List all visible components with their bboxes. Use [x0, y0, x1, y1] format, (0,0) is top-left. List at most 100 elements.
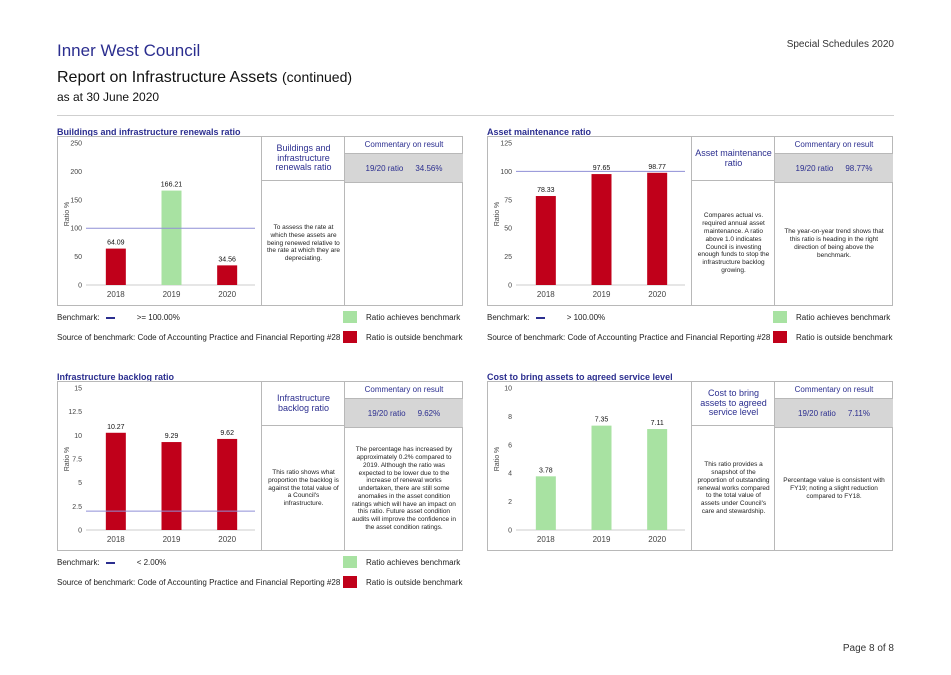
- report-title-text: Report on Infrastructure Assets: [57, 69, 278, 86]
- legend-outside: Ratio is outside benchmark: [366, 578, 463, 587]
- panel-box: 0 2 4 6 8 10 Ratio % 3.78 2018 7.35 2019 7.11 2020 C…: [487, 381, 893, 551]
- panel-asset-maintenance: Asset maintenance ratio 0 25 50 75 100 125 Rat…: [487, 127, 893, 352]
- council-name: Inner West Council: [57, 41, 201, 60]
- x-tick-label: 2018: [537, 535, 555, 544]
- panel-cost-to-bring-assets: Cost to bring assets to agreed service l…: [487, 372, 893, 597]
- data-label: 3.78: [539, 467, 553, 474]
- bar-2018: [535, 196, 556, 285]
- legend-outside: Ratio is outside benchmark: [366, 333, 463, 342]
- ratio-name: Asset maintenance ratio: [692, 137, 775, 181]
- chart-area: 0 2.5 5 7.5 10 12.5 15 Ratio % 10.27 2018 9.29 2019…: [58, 382, 261, 550]
- panel-title: Infrastructure backlog ratio: [57, 372, 175, 382]
- ratio-name: Buildings and infrastructure renewals ra…: [262, 137, 345, 181]
- benchmark-source: Source of benchmark: Code of Accounting …: [57, 333, 341, 342]
- data-label: 9.62: [220, 430, 234, 437]
- y-tick-label: 2.5: [72, 504, 82, 511]
- y-tick-label: 0: [508, 283, 512, 290]
- bar-2020: [217, 438, 238, 530]
- achieves-swatch-icon: [773, 311, 787, 323]
- panel-title: Buildings and infrastructure renewals ra…: [57, 127, 241, 137]
- benchmark-line-icon: [535, 316, 545, 319]
- commentary-box: Commentary on result 19/20 ratio 9.62% Th…: [344, 382, 463, 550]
- panel-title: Cost to bring assets to agreed service l…: [487, 372, 673, 382]
- ratio-name: Cost to bring assets to agreed service l…: [692, 382, 775, 426]
- page-number: Page 8 of 8: [842, 643, 894, 654]
- special-schedules-label: Special Schedules 2020: [786, 39, 894, 50]
- x-tick-label: 2020: [648, 535, 666, 544]
- chart-area: 0 2 4 6 8 10 Ratio % 3.78 2018 7.35 2019 7.11 2020: [488, 382, 691, 550]
- benchmark-line-icon: [105, 561, 115, 564]
- y-tick-label: 15: [74, 386, 82, 393]
- x-tick-label: 2018: [107, 535, 125, 544]
- result-value-bar: 19/20 ratio 7.11%: [775, 398, 893, 428]
- report-title-suffix: (continued): [282, 69, 353, 85]
- benchmark-label: Benchmark:: [57, 313, 100, 322]
- y-tick-label: 12.5: [68, 409, 82, 416]
- commentary-text: The percentage has increased by approxim…: [351, 446, 457, 532]
- chart-area: 0 50 100 150 200 250 Ratio % 64.09 2018 166.21 201…: [58, 137, 261, 305]
- ratio-info: Infrastructure backlog ratio This ratio …: [261, 382, 345, 550]
- legend-outside: Ratio is outside benchmark: [796, 333, 893, 342]
- data-label: 98.77: [648, 164, 666, 171]
- result-value-bar: 19/20 ratio 9.62%: [345, 398, 463, 428]
- y-axis-label: Ratio %: [64, 202, 71, 227]
- y-tick-label: 2: [508, 499, 512, 506]
- data-label: 7.35: [595, 417, 609, 424]
- header-divider: [57, 115, 894, 116]
- outside-swatch-icon: [773, 331, 787, 343]
- result-value: 9.62%: [417, 408, 441, 418]
- benchmark-legend: Benchmark: >= 100.00%: [57, 313, 180, 322]
- y-axis-label: Ratio %: [64, 447, 71, 472]
- benchmark-line-icon: [105, 316, 115, 319]
- x-tick-label: 2020: [218, 290, 236, 299]
- ratio-info: Cost to bring assets to agreed service l…: [691, 382, 775, 550]
- x-tick-label: 2019: [163, 290, 181, 299]
- x-tick-label: 2019: [593, 290, 611, 299]
- data-label: 9.29: [165, 433, 179, 440]
- y-tick-label: 50: [504, 226, 512, 233]
- y-axis-label: Ratio %: [494, 202, 501, 227]
- y-axis-label: Ratio %: [494, 447, 501, 472]
- y-tick-label: 10: [504, 386, 512, 393]
- y-tick-label: 0: [78, 528, 82, 535]
- data-label: 166.21: [161, 182, 183, 189]
- result-value: 98.77%: [845, 163, 873, 173]
- bar-chart: 0 25 50 75 100 125 Ratio % 78.33 2018 97.65 2019 98…: [494, 141, 685, 299]
- bar-2019: [161, 442, 182, 530]
- commentary-header: Commentary on result: [794, 385, 874, 394]
- commentary-text: [345, 183, 463, 305]
- bar-chart: 0 2.5 5 7.5 10 12.5 15 Ratio % 10.27 2018 9.29 2019…: [64, 386, 255, 544]
- data-label: 10.27: [107, 424, 125, 431]
- data-label: 7.11: [651, 420, 664, 427]
- report-date: as at 30 June 2020: [57, 90, 160, 104]
- result-value: 34.56%: [415, 163, 443, 173]
- result-value-bar: 19/20 ratio 98.77%: [775, 153, 893, 183]
- result-year: 19/20 ratio: [798, 408, 836, 418]
- benchmark-legend: Benchmark: > 100.00%: [487, 313, 605, 322]
- outside-swatch-icon: [343, 576, 357, 588]
- y-tick-label: 8: [508, 414, 512, 421]
- achieves-swatch-icon: [343, 556, 357, 568]
- y-tick-label: 250: [70, 141, 82, 148]
- chart-area: 0 25 50 75 100 125 Ratio % 78.33 2018 97.65 2019 98…: [488, 137, 691, 305]
- bar-2019: [591, 425, 612, 530]
- y-tick-label: 50: [74, 254, 82, 261]
- benchmark-legend: Benchmark: < 2.00%: [57, 558, 166, 567]
- y-tick-label: 6: [508, 442, 512, 449]
- benchmark-value: >= 100.00%: [136, 313, 180, 322]
- result-value: 7.11%: [847, 408, 870, 418]
- result-year: 19/20 ratio: [795, 163, 834, 173]
- y-tick-label: 100: [70, 226, 82, 233]
- benchmark-label: Benchmark:: [57, 558, 100, 567]
- ratio-description: This ratio provides a snapshot of the pr…: [697, 461, 770, 515]
- commentary-text: The year-on-year trend shows that this r…: [784, 228, 884, 259]
- benchmark-value: < 2.00%: [136, 558, 167, 567]
- y-tick-label: 25: [504, 254, 512, 261]
- benchmark-source: Source of benchmark: Code of Accounting …: [57, 578, 341, 587]
- legend-achieves: Ratio achieves benchmark: [366, 558, 461, 567]
- result-value-bar: 19/20 ratio 34.56%: [345, 153, 463, 183]
- data-label: 64.09: [107, 240, 125, 247]
- commentary-header: Commentary on result: [364, 385, 444, 394]
- x-tick-label: 2019: [593, 535, 611, 544]
- y-tick-label: 10: [74, 433, 82, 440]
